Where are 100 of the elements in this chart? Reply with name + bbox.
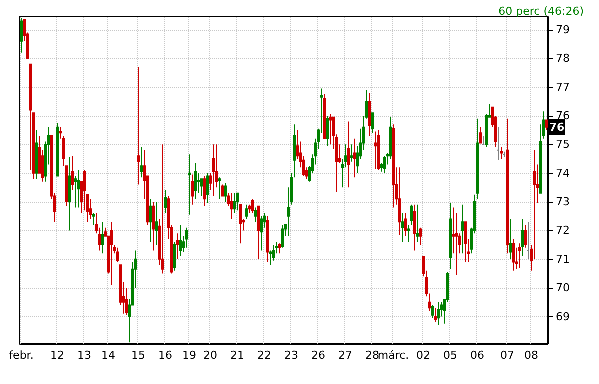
candlestick [401,212,404,243]
x-tick-label: 21 [230,349,244,362]
candlestick [398,167,401,236]
x-tick-label: 05 [444,349,458,362]
candlestick [233,192,236,214]
candlestick [527,222,530,260]
candlestick [410,204,413,226]
candlestick [416,204,419,243]
x-tick-label: 14 [102,349,116,362]
candlestick [260,216,263,252]
x-tick-label: 15 [132,349,146,362]
candlestick [140,147,143,178]
x-tick-label: 12 [50,349,64,362]
candlestick [56,122,59,177]
candlestick [251,198,254,214]
candlestick [326,115,329,147]
x-tick-label: 27 [338,349,352,362]
candlestick [101,222,104,254]
candlestick [512,238,515,272]
candlestick [371,112,374,134]
candlestick [266,216,269,263]
candlestick [524,224,527,248]
candlestick [392,124,395,208]
x-tick-label: 06 [470,349,484,362]
x-tick-label: 22 [258,349,272,362]
y-tick-label: 71 [556,252,570,266]
y-tick-label: 79 [556,23,570,36]
candlestick [236,192,239,212]
candlestick [176,233,179,260]
candlestick [503,151,506,158]
candlestick [482,136,485,146]
y-tick-label: 69 [556,310,570,324]
candlestick [245,204,248,220]
x-tick-label: 02 [416,349,430,362]
candlestick [71,156,74,192]
candlestick [329,114,332,146]
candlestick [518,243,521,268]
candlestick [191,174,194,206]
candlestick [281,224,284,248]
candlestick [479,126,482,144]
x-tick-label: 08 [524,349,538,362]
x-tick-label: 13 [78,349,92,362]
candlestick [185,227,188,248]
candlestick [374,131,377,170]
x-tick-label: 26 [312,349,326,362]
candlestick [179,224,182,258]
candlestick [461,204,464,254]
candlestick [20,18,23,54]
candlestick [155,202,158,246]
candlestick [77,170,80,208]
candlestick [164,190,167,214]
y-tick-label: 78 [556,52,570,66]
x-tick-label: 16 [158,349,172,362]
candlestick [434,308,437,323]
candlestick [89,198,92,220]
candlestick [272,244,275,262]
candlestick [404,212,407,237]
x-tick-label: febr. [9,349,34,362]
candlestick [449,202,452,270]
candlestick [413,204,416,252]
y-tick-label: 75 [556,138,570,152]
x-tick-label: márc. [378,349,410,362]
x-tick-label: 19 [182,349,196,362]
candlestick [500,147,503,160]
y-tick-label: 77 [556,80,570,94]
candlestick [230,192,233,220]
candlestick [545,120,548,131]
candlestick [206,172,209,204]
candlestick [110,222,113,286]
x-tick-label: 20 [204,349,218,362]
chart-subtitle: 60 perc (46:26) [498,5,584,18]
y-tick-label: 74 [556,166,570,180]
candlestick [149,198,152,243]
candlestick [35,130,38,180]
candlestick [419,227,422,246]
candlestick [353,138,356,178]
candlestick [347,121,350,188]
x-tick-label: 23 [284,349,298,362]
candlestick [173,242,176,272]
candlestick [152,202,155,252]
candlestick [350,144,353,162]
candlestick [224,182,227,203]
candlestick [116,247,119,263]
candlestick [368,92,371,137]
candlestick [464,222,467,263]
y-tick-label: 73 [556,196,570,209]
candlestick [161,144,164,274]
candlestick [92,212,95,226]
candlestick [437,302,440,326]
candlestick [194,162,197,200]
y-tick-label: 76 [556,109,570,122]
candlestick [476,118,479,200]
y-tick-label: 72 [556,224,570,238]
candlestick [431,304,434,319]
candlestick [497,126,500,161]
candlestick [407,224,410,243]
candlestick [278,243,281,254]
x-tick-label: 28 [366,349,380,362]
candlestick [254,207,257,223]
candlestick [509,218,512,260]
